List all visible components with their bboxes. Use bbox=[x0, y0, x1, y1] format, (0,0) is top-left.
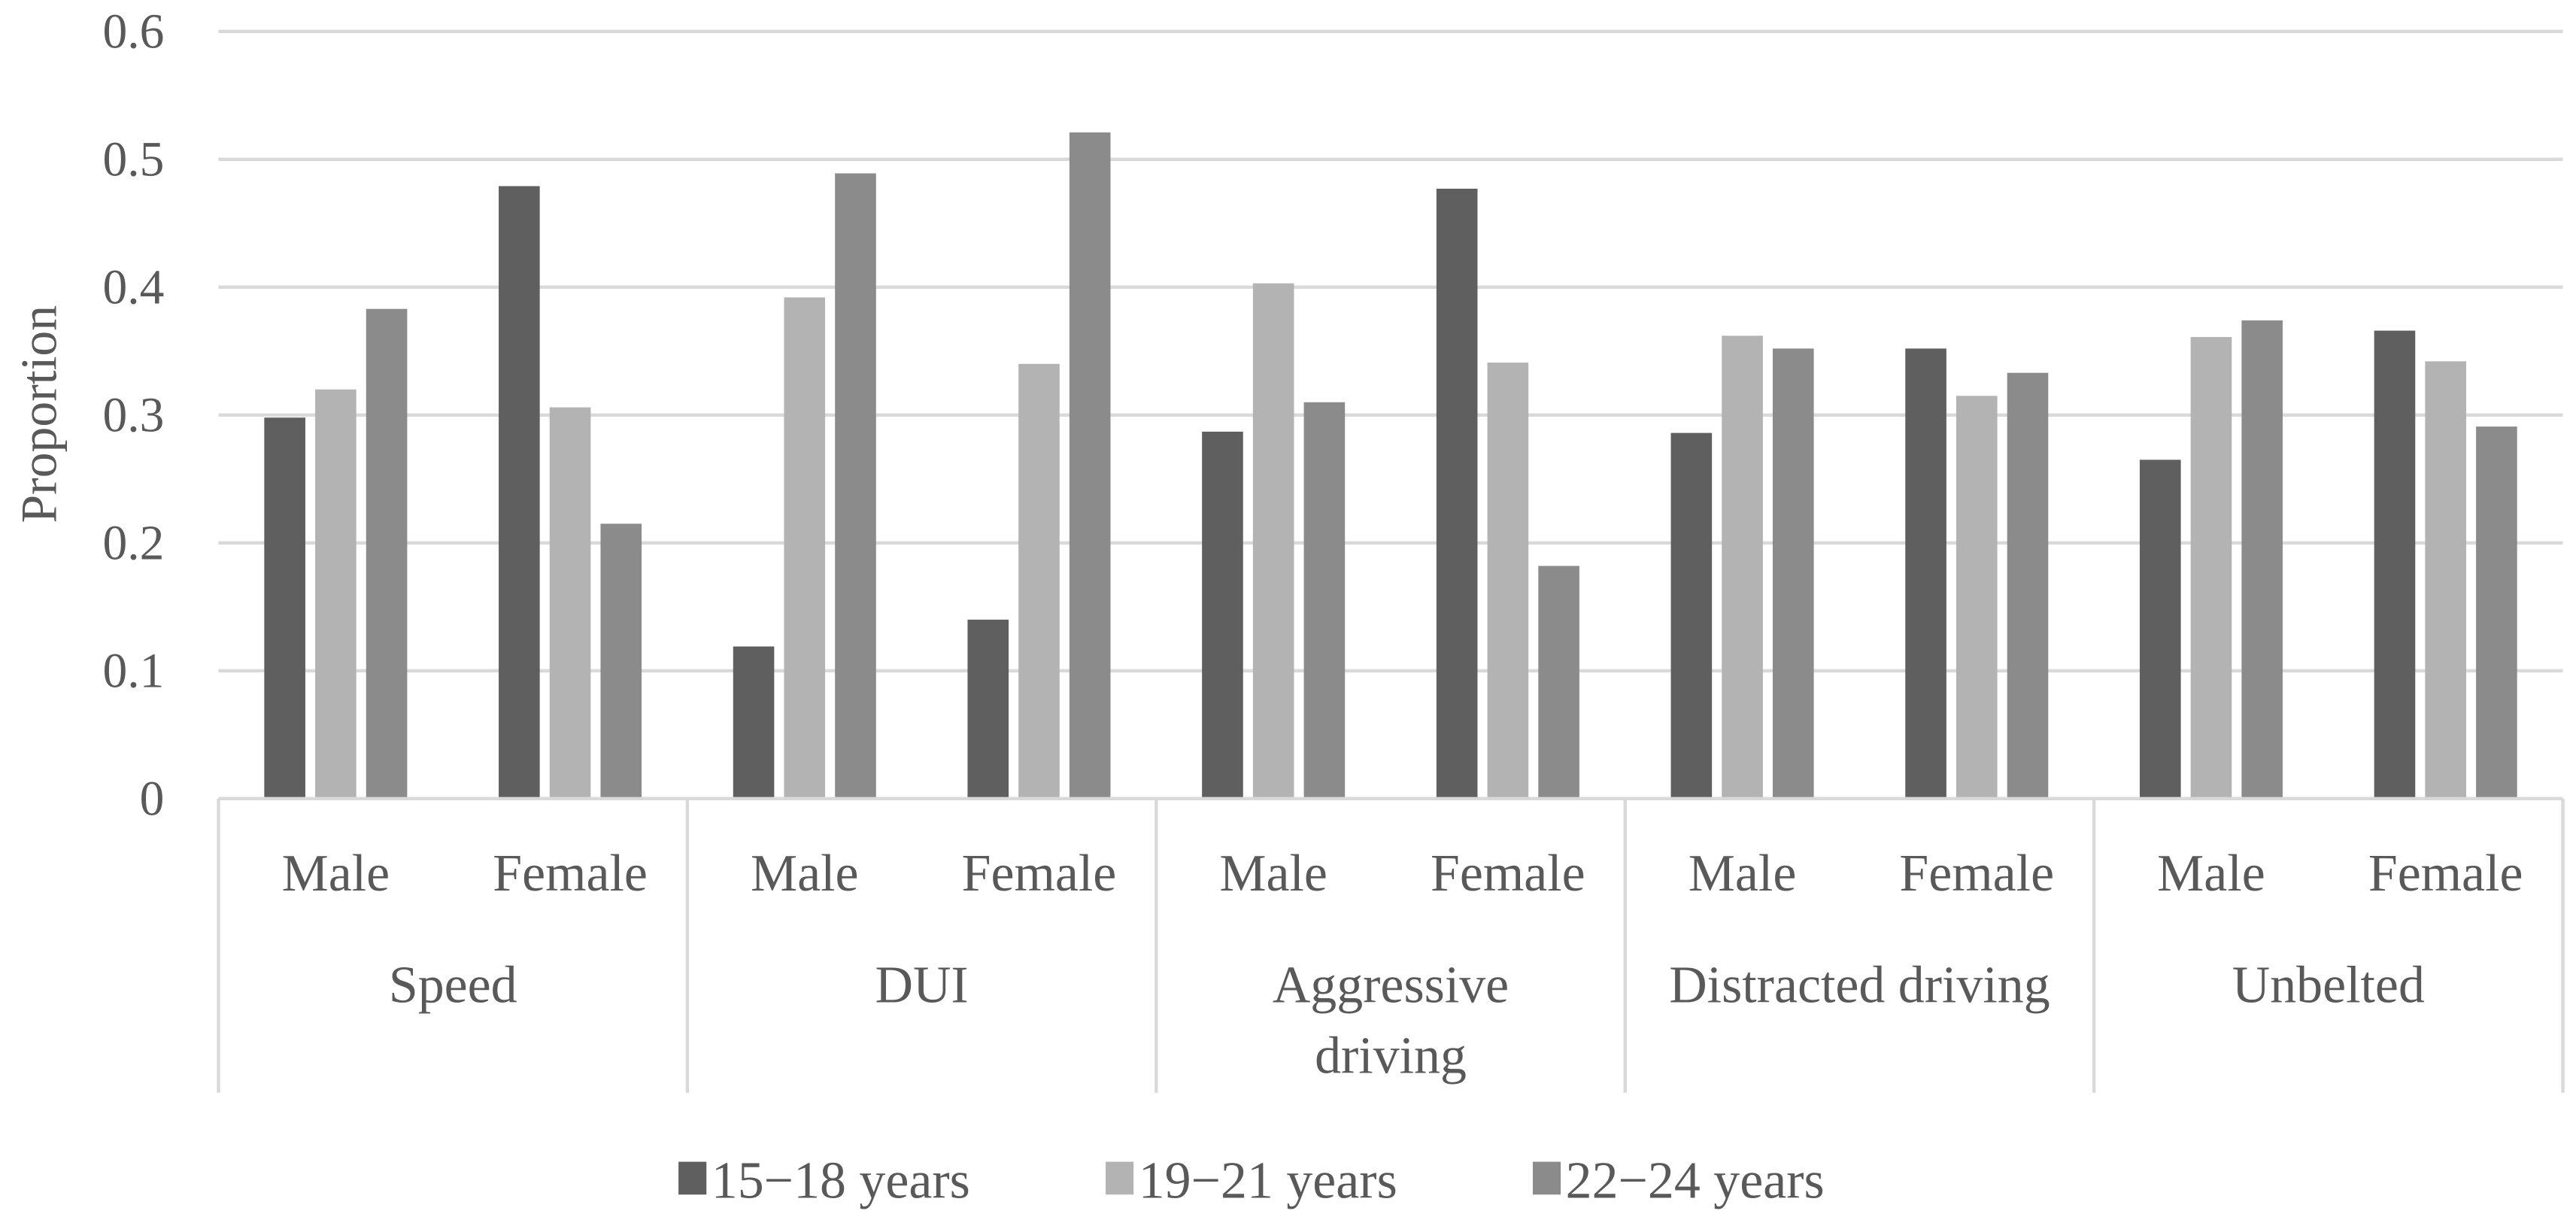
bar bbox=[1436, 188, 1478, 799]
bar bbox=[1670, 432, 1713, 799]
bar bbox=[2374, 330, 2416, 799]
group-label: Unbelted bbox=[2232, 957, 2425, 1015]
x-tick-label: Male bbox=[1219, 845, 1327, 903]
y-tick-label: 0.1 bbox=[103, 645, 165, 699]
bar bbox=[1722, 335, 1763, 799]
bars bbox=[264, 132, 2517, 799]
y-tick-label: 0.2 bbox=[103, 517, 165, 571]
group-label: Speed bbox=[389, 957, 517, 1015]
y-tick-label: 0.5 bbox=[103, 133, 165, 187]
y-tick-label: 0.3 bbox=[103, 389, 165, 443]
bar bbox=[1018, 363, 1060, 799]
x-tick-label: Male bbox=[751, 845, 859, 903]
bar bbox=[1202, 431, 1243, 799]
bar bbox=[733, 646, 775, 799]
group-label: driving bbox=[1315, 1027, 1467, 1085]
bar bbox=[366, 308, 408, 799]
bar bbox=[315, 389, 357, 799]
x-tick-label: Male bbox=[2157, 845, 2265, 903]
x-tick-label: Male bbox=[1689, 845, 1797, 903]
bar bbox=[1772, 348, 1814, 799]
bar bbox=[2190, 337, 2232, 799]
bar bbox=[2007, 372, 2049, 799]
bar bbox=[1252, 283, 1294, 799]
legend-label: 22−24 years bbox=[1566, 1152, 1825, 1210]
legend: 15−18 years 19−21 years 22−24 years bbox=[678, 1152, 1825, 1210]
bar bbox=[499, 186, 540, 799]
y-tick-label: 0 bbox=[140, 772, 165, 827]
y-tick-label: 0.4 bbox=[103, 261, 165, 315]
bar bbox=[967, 619, 1009, 799]
bar bbox=[600, 523, 642, 799]
bar bbox=[2139, 460, 2181, 799]
y-tick-label: 0.6 bbox=[103, 5, 165, 59]
bar bbox=[1487, 363, 1529, 799]
legend-swatch bbox=[1106, 1161, 1134, 1195]
x-tick-label: Male bbox=[282, 845, 390, 903]
bar bbox=[1905, 348, 1946, 799]
x-tick-label: Female bbox=[2368, 845, 2523, 903]
x-tick-label: Female bbox=[1431, 845, 1585, 903]
bar bbox=[2476, 426, 2517, 799]
y-axis-ticks: 0 0.1 0.2 0.3 0.4 0.5 0.6 bbox=[103, 5, 165, 827]
group-label: DUI bbox=[875, 957, 969, 1015]
bar bbox=[835, 173, 876, 799]
legend-label: 19−21 years bbox=[1139, 1152, 1397, 1210]
bar bbox=[1538, 566, 1579, 799]
bar bbox=[2425, 361, 2466, 799]
group-label: Distracted driving bbox=[1669, 957, 2050, 1015]
bar bbox=[2241, 320, 2283, 799]
legend-label: 15−18 years bbox=[712, 1152, 970, 1210]
group-label: Aggressive bbox=[1273, 957, 1509, 1015]
x-tick-label: Female bbox=[962, 845, 1117, 903]
x-tick-label: Female bbox=[1899, 845, 2054, 903]
bar bbox=[549, 407, 591, 799]
bar bbox=[1069, 132, 1111, 799]
bar bbox=[1303, 402, 1346, 799]
bar bbox=[1956, 396, 1998, 799]
bar bbox=[264, 417, 305, 799]
legend-swatch bbox=[1532, 1161, 1561, 1195]
y-axis-label: Proportion bbox=[11, 305, 67, 523]
bar bbox=[784, 297, 826, 799]
x-tick-label: Female bbox=[493, 845, 648, 903]
legend-swatch bbox=[678, 1161, 707, 1195]
x-axis: Male Female Male Female Male Female Male Female… bbox=[217, 797, 2565, 1093]
